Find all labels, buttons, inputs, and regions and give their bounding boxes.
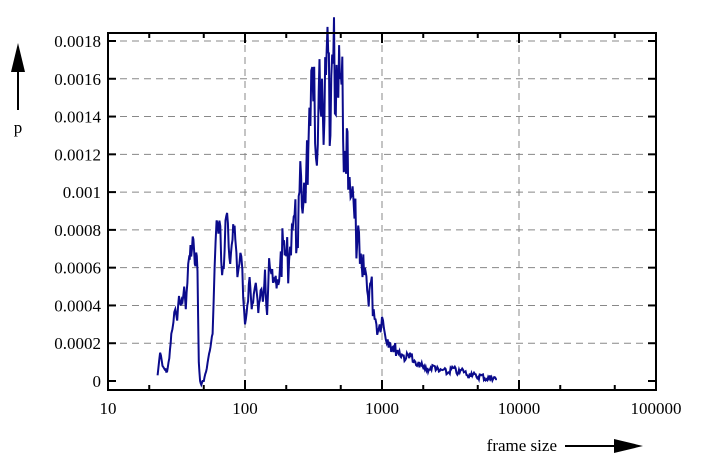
y-tick-label: 0.0002 bbox=[54, 334, 101, 353]
y-tick-label: 0.0012 bbox=[54, 145, 101, 164]
y-tick-labels: 0 0.0002 0.0004 0.0006 0.0008 0.001 0.0012 0.00… bbox=[54, 32, 101, 391]
y-axis-label: p bbox=[14, 118, 23, 137]
data-series bbox=[156, 17, 498, 388]
y-tick-label: 0.0014 bbox=[54, 108, 101, 127]
x-tick-label: 10 bbox=[100, 399, 117, 418]
axis-ticks bbox=[107, 33, 657, 390]
x-axis-label: frame size bbox=[487, 436, 557, 455]
y-tick-label: 0.001 bbox=[63, 183, 101, 202]
y-tick-label: 0 bbox=[93, 372, 102, 391]
y-tick-label: 0.0008 bbox=[54, 221, 101, 240]
y-tick-label: 0.0006 bbox=[54, 259, 101, 278]
x-tick-label: 10000 bbox=[498, 399, 541, 418]
y-axis-arrow-icon bbox=[11, 43, 25, 110]
y-tick-label: 0.0018 bbox=[54, 32, 101, 51]
x-axis-arrow-icon bbox=[565, 439, 643, 453]
grid-lines bbox=[108, 33, 656, 390]
series-line bbox=[156, 17, 498, 388]
x-tick-labels: 10 100 1000 10000 100000 bbox=[100, 399, 682, 418]
x-tick-label: 1000 bbox=[365, 399, 399, 418]
x-tick-label: 100000 bbox=[631, 399, 682, 418]
y-tick-label: 0.0004 bbox=[54, 296, 101, 315]
x-tick-label: 100 bbox=[232, 399, 258, 418]
y-tick-label: 0.0016 bbox=[54, 70, 101, 89]
